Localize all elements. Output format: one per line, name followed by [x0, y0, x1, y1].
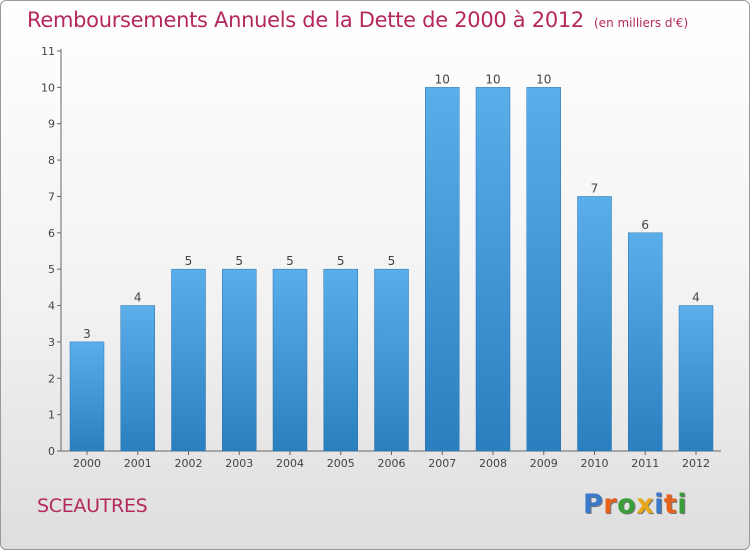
- bar-value-label: 6: [641, 218, 649, 232]
- y-tick-label: 1: [48, 409, 55, 422]
- y-tick-label: 0: [48, 445, 55, 458]
- x-tick-label: 2010: [581, 457, 609, 470]
- logo-letter: r: [603, 489, 618, 520]
- logo-letter: i: [654, 489, 664, 520]
- bar-value-label: 4: [134, 291, 142, 305]
- x-tick-label: 2002: [175, 457, 203, 470]
- x-tick-label: 2006: [378, 457, 406, 470]
- data-labels: 3 4 5 5 5 5 5 10 10 10 7 6 4: [83, 72, 700, 341]
- y-tick-label: 6: [48, 227, 55, 240]
- bar: [374, 268, 409, 452]
- x-tick-label: 2007: [428, 457, 456, 470]
- bar: [628, 232, 663, 452]
- y-tick-label: 4: [48, 300, 55, 313]
- y-tick-label: 9: [48, 118, 55, 131]
- bar-value-label: 5: [286, 254, 294, 268]
- bar-value-label: 7: [591, 181, 599, 195]
- x-tick-label: 2011: [631, 457, 659, 470]
- x-tick-label: 2012: [682, 457, 710, 470]
- chart-title-text: Remboursements Annuels de la Dette de 20…: [27, 8, 584, 32]
- proxiti-logo: Proxiti: [583, 489, 687, 520]
- y-tick-label: 7: [48, 190, 55, 203]
- y-tick-label: 5: [48, 263, 55, 276]
- bar: [425, 87, 460, 452]
- bar: [171, 268, 206, 452]
- bar-value-label: 5: [235, 254, 243, 268]
- bar: [272, 268, 308, 452]
- bar: [323, 268, 358, 452]
- y-tick-label: 8: [48, 154, 55, 167]
- bar: [475, 87, 511, 452]
- bar-value-label: 10: [536, 72, 551, 86]
- chart-title: Remboursements Annuels de la Dette de 20…: [27, 8, 688, 32]
- x-tick-label: 2000: [73, 457, 101, 470]
- bar-value-label: 10: [435, 72, 450, 86]
- logo-letter: x: [636, 489, 655, 520]
- bar-value-label: 5: [185, 254, 193, 268]
- bar: [69, 341, 105, 452]
- y-tick-label: 2: [48, 372, 55, 385]
- logo-letter: o: [617, 489, 637, 520]
- x-tick-label: 2003: [225, 457, 253, 470]
- commune-name: SCEAUTRES: [37, 495, 148, 517]
- axes: 0 1 2 3 4 5 6 7 8 9 10 11 2000 2001 2002 2003 2004 2005 20…: [41, 45, 721, 470]
- y-tick-label: 10: [41, 81, 55, 94]
- x-tick-label: 2008: [479, 457, 507, 470]
- logo-letter: P: [583, 489, 604, 520]
- bar-value-label: 10: [485, 72, 500, 86]
- x-tick-label: 2009: [530, 457, 558, 470]
- bar: [678, 305, 714, 452]
- logo-letter: t: [663, 489, 678, 520]
- bar: [120, 305, 155, 452]
- x-tick-label: 2005: [327, 457, 355, 470]
- x-tick-label: 2001: [124, 457, 152, 470]
- bar-value-label: 3: [83, 327, 91, 341]
- bars: [69, 87, 714, 452]
- bar-value-label: 5: [388, 254, 396, 268]
- y-tick-label: 11: [41, 45, 55, 58]
- logo-letter: i: [677, 489, 688, 520]
- x-tick-label: 2004: [276, 457, 304, 470]
- bar-value-label: 4: [692, 291, 700, 305]
- bar-value-label: 5: [337, 254, 345, 268]
- y-tick-label: 3: [48, 336, 55, 349]
- bar: [526, 87, 561, 452]
- bar: [577, 196, 612, 452]
- chart-unit: (en milliers d'€): [594, 16, 689, 30]
- bar: [222, 268, 257, 452]
